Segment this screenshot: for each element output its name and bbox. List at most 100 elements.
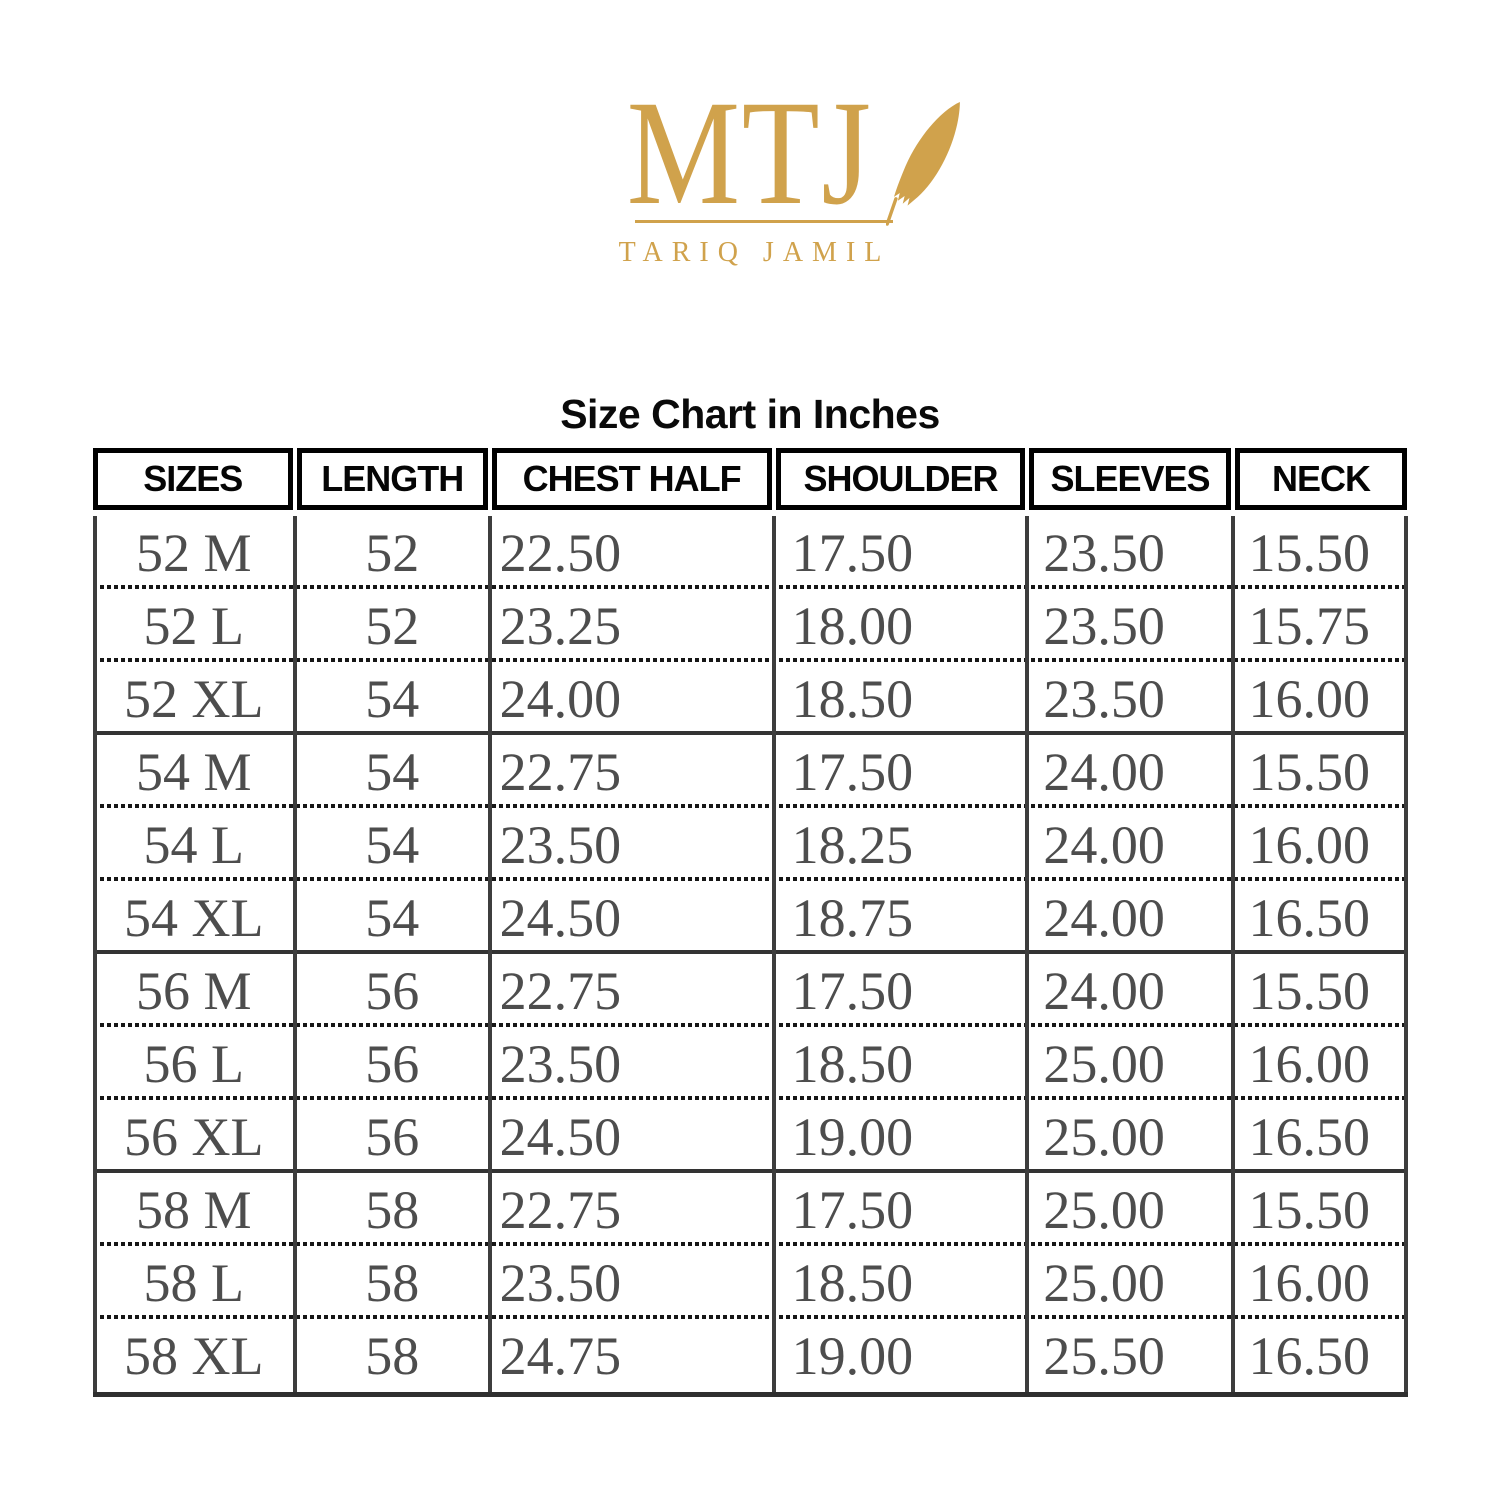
table-left-border bbox=[92, 516, 97, 1398]
cell: 22.75 bbox=[499, 1179, 622, 1240]
table-row: 54 M 54 22.75 17.50 24.00 15.50 bbox=[92, 735, 1408, 809]
table-row: 56 XL 56 24.50 19.00 25.00 16.50 bbox=[92, 1100, 1408, 1174]
cell: 15.75 bbox=[1248, 595, 1371, 656]
table-row: 56 L 56 23.50 18.50 25.00 16.00 bbox=[92, 1027, 1408, 1101]
column-divider bbox=[1230, 516, 1235, 1398]
cell: 18.50 bbox=[791, 668, 914, 729]
cell: 23.50 bbox=[1043, 595, 1165, 656]
cell: 56 XL bbox=[124, 1106, 264, 1167]
cell: 23.50 bbox=[499, 814, 622, 875]
size-chart-title: Size Chart in Inches bbox=[560, 391, 940, 437]
column-divider bbox=[293, 516, 297, 1398]
cell: 16.00 bbox=[1248, 1252, 1371, 1313]
cell: 54 bbox=[365, 887, 420, 948]
cell: 23.50 bbox=[1043, 668, 1165, 729]
cell: 56 bbox=[365, 960, 420, 1021]
cell: 16.00 bbox=[1248, 1033, 1371, 1094]
header-cell-chest-half: CHEST HALF bbox=[491, 448, 772, 511]
cell: 58 L bbox=[143, 1252, 245, 1313]
cell: 58 bbox=[365, 1179, 420, 1240]
brand-logo: MTJ TARIQ JAMIL bbox=[0, 78, 1500, 269]
cell: 24.00 bbox=[1043, 741, 1165, 802]
table-rows: 52 M 52 22.50 17.50 23.50 15.50 52 L 52 23.25 18.… bbox=[92, 516, 1408, 1392]
cell: 52 bbox=[365, 595, 420, 656]
cell: 24.50 bbox=[499, 887, 622, 948]
cell: 58 bbox=[365, 1252, 420, 1313]
brand-name: TARIQ JAMIL bbox=[618, 237, 891, 268]
table-row: 58 XL 58 24.75 19.00 25.50 16.50 bbox=[93, 1319, 1408, 1392]
cell: 25.00 bbox=[1043, 1252, 1165, 1313]
header-cell-length: LENGTH bbox=[297, 448, 488, 511]
cell: 56 bbox=[365, 1106, 420, 1167]
cell: 15.50 bbox=[1248, 1179, 1371, 1240]
cell: 18.50 bbox=[791, 1033, 914, 1094]
cell: 24.75 bbox=[499, 1325, 622, 1386]
cell: 52 bbox=[365, 522, 420, 583]
table-body: 52 M 52 22.50 17.50 23.50 15.50 52 L 52 23.25 18.… bbox=[92, 516, 1408, 1398]
cell: 17.50 bbox=[791, 741, 914, 802]
cell: 23.50 bbox=[499, 1033, 622, 1094]
cell: 22.50 bbox=[499, 522, 622, 583]
cell: 16.00 bbox=[1248, 814, 1371, 875]
table-bottom-border bbox=[92, 1392, 1408, 1398]
cell: 22.75 bbox=[499, 741, 622, 802]
cell: 18.50 bbox=[791, 1252, 914, 1313]
cell: 52 L bbox=[143, 595, 245, 656]
table-header: SIZES LENGTH CHEST HALF SHOULDER SLEEVES NECK bbox=[92, 448, 1408, 511]
cell: 16.50 bbox=[1248, 1325, 1371, 1386]
cell: 25.50 bbox=[1043, 1325, 1165, 1386]
cell: 54 bbox=[365, 814, 420, 875]
cell: 23.50 bbox=[1043, 522, 1165, 583]
table-row: 58 M 58 22.75 17.50 25.00 15.50 bbox=[92, 1173, 1408, 1247]
cell: 54 M bbox=[135, 741, 252, 802]
cell: 24.00 bbox=[1043, 887, 1165, 948]
table-row: 52 M 52 22.50 17.50 23.50 15.50 bbox=[92, 516, 1408, 590]
cell: 25.00 bbox=[1043, 1106, 1165, 1167]
table-right-border bbox=[1403, 516, 1408, 1398]
header-cell-sizes: SIZES bbox=[92, 448, 293, 511]
cell: 18.25 bbox=[791, 814, 914, 875]
quill-feather-icon bbox=[886, 101, 960, 226]
cell: 15.50 bbox=[1248, 960, 1371, 1021]
cell: 24.50 bbox=[499, 1106, 622, 1167]
column-divider bbox=[771, 516, 776, 1398]
cell: 15.50 bbox=[1248, 522, 1371, 583]
column-divider bbox=[1025, 516, 1030, 1398]
cell: 17.50 bbox=[791, 1179, 914, 1240]
cell: 54 bbox=[365, 668, 420, 729]
header-cell-sleeves: SLEEVES bbox=[1029, 448, 1231, 511]
cell: 58 M bbox=[135, 1179, 252, 1240]
cell: 22.75 bbox=[499, 960, 622, 1021]
cell: 16.00 bbox=[1248, 668, 1371, 729]
cell: 54 bbox=[365, 741, 420, 802]
cell: 56 L bbox=[143, 1033, 245, 1094]
cell: 58 bbox=[365, 1325, 420, 1386]
cell: 17.50 bbox=[791, 960, 914, 1021]
cell: 15.50 bbox=[1248, 741, 1371, 802]
table-row: 58 L 58 23.50 18.50 25.00 16.00 bbox=[92, 1246, 1408, 1320]
size-table: SIZES LENGTH CHEST HALF SHOULDER SLEEVES NECK… bbox=[92, 448, 1408, 1398]
table-row: 54 L 54 23.50 18.25 24.00 16.00 bbox=[92, 808, 1408, 882]
brand-monogram: MTJ bbox=[627, 70, 873, 236]
cell: 24.00 bbox=[1043, 960, 1165, 1021]
table-row: 54 XL 54 24.50 18.75 24.00 16.50 bbox=[92, 881, 1408, 955]
cell: 24.00 bbox=[499, 668, 622, 729]
table-row: 52 XL 54 24.00 18.50 23.50 16.00 bbox=[92, 662, 1408, 736]
cell: 23.50 bbox=[499, 1252, 622, 1313]
cell: 54 L bbox=[143, 814, 245, 875]
header-cell-shoulder: SHOULDER bbox=[775, 448, 1026, 511]
cell: 19.00 bbox=[791, 1325, 914, 1386]
cell: 52 XL bbox=[124, 668, 264, 729]
logo-underline bbox=[635, 220, 893, 223]
header-cell-neck: NECK bbox=[1234, 448, 1408, 511]
cell: 17.50 bbox=[791, 522, 914, 583]
cell: 25.00 bbox=[1043, 1179, 1165, 1240]
cell: 25.00 bbox=[1043, 1033, 1165, 1094]
cell: 24.00 bbox=[1043, 814, 1165, 875]
cell: 16.50 bbox=[1248, 887, 1371, 948]
cell: 18.75 bbox=[791, 887, 914, 948]
cell: 56 M bbox=[135, 960, 252, 1021]
cell: 23.25 bbox=[499, 595, 622, 656]
cell: 56 bbox=[365, 1033, 420, 1094]
